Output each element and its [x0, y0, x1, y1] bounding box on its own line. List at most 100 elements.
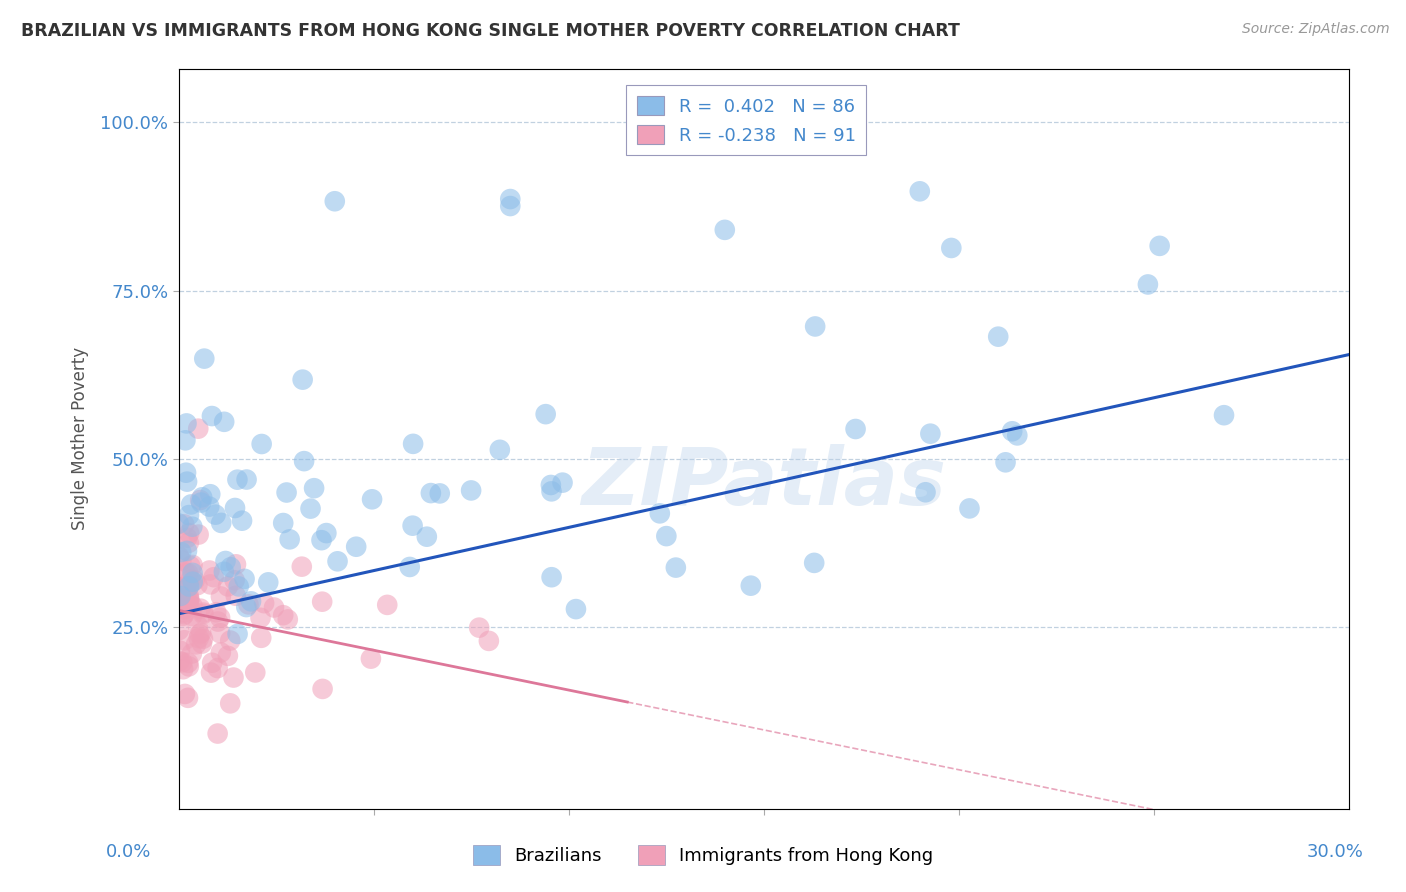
Point [173, 602, 195, 616]
Point [167, 623, 190, 637]
Text: Source: ZipAtlas.com: Source: ZipAtlas.com [1241, 22, 1389, 37]
Point [1136, 277, 1159, 292]
Point [201, 656, 224, 670]
Point [177, 589, 200, 603]
Point [478, 633, 501, 648]
Point [209, 590, 232, 604]
Point [191, 491, 214, 505]
Point [174, 466, 197, 480]
Point [187, 631, 209, 645]
Point [186, 578, 208, 592]
Point [250, 631, 273, 645]
Point [551, 475, 574, 490]
Point [1001, 425, 1024, 439]
Point [941, 241, 963, 255]
Point [179, 526, 201, 541]
Legend: Brazilians, Immigrants from Hong Kong: Brazilians, Immigrants from Hong Kong [465, 838, 941, 872]
Point [200, 665, 222, 680]
Point [401, 518, 423, 533]
Point [172, 656, 194, 670]
Point [177, 579, 200, 593]
Point [959, 501, 981, 516]
Point [398, 560, 420, 574]
Point [172, 580, 194, 594]
Point [169, 599, 191, 613]
Point [245, 665, 267, 680]
Point [803, 556, 825, 570]
Point [540, 478, 562, 492]
Point [740, 579, 762, 593]
Point [224, 501, 246, 516]
Point [225, 589, 247, 603]
Point [187, 527, 209, 541]
Point [191, 632, 214, 646]
Point [323, 194, 346, 209]
Point [655, 529, 678, 543]
Point [419, 486, 441, 500]
Point [276, 485, 298, 500]
Point [235, 600, 257, 615]
Point [291, 559, 314, 574]
Point [219, 560, 242, 574]
Point [326, 554, 349, 568]
Point [198, 500, 221, 514]
Point [177, 659, 200, 673]
Point [212, 565, 235, 579]
Legend: R =  0.402   N = 86, R = -0.238   N = 91: R = 0.402 N = 86, R = -0.238 N = 91 [626, 85, 866, 155]
Point [540, 570, 562, 584]
Point [179, 559, 201, 574]
Point [174, 566, 197, 580]
Point [1149, 239, 1171, 253]
Point [713, 223, 735, 237]
Point [914, 485, 936, 500]
Text: ZIPatlas: ZIPatlas [581, 444, 946, 522]
Point [198, 564, 221, 578]
Point [845, 422, 868, 436]
Point [170, 581, 193, 595]
Point [177, 690, 200, 705]
Point [180, 573, 202, 587]
Point [222, 671, 245, 685]
Text: 0.0%: 0.0% [105, 843, 150, 861]
Text: 30.0%: 30.0% [1308, 843, 1364, 861]
Point [183, 574, 205, 588]
Point [277, 612, 299, 626]
Point [181, 519, 204, 533]
Point [250, 437, 273, 451]
Point [209, 626, 232, 640]
Point [176, 417, 198, 431]
Point [416, 530, 439, 544]
Point [257, 575, 280, 590]
Point [207, 615, 229, 629]
Point [994, 455, 1017, 469]
Point [499, 192, 522, 206]
Point [180, 647, 202, 661]
Point [205, 605, 228, 619]
Point [187, 422, 209, 436]
Point [231, 514, 253, 528]
Point [191, 607, 214, 621]
Point [1007, 428, 1029, 442]
Point [177, 566, 200, 581]
Point [177, 508, 200, 522]
Point [176, 544, 198, 558]
Point [201, 409, 224, 423]
Point [238, 598, 260, 612]
Point [908, 184, 931, 198]
Point [188, 627, 211, 641]
Point [187, 619, 209, 633]
Point [202, 570, 225, 584]
Point [565, 602, 588, 616]
Point [200, 487, 222, 501]
Point [278, 533, 301, 547]
Point [311, 533, 333, 548]
Point [193, 351, 215, 366]
Point [460, 483, 482, 498]
Point [226, 473, 249, 487]
Point [173, 517, 195, 532]
Point [920, 426, 942, 441]
Point [172, 599, 194, 614]
Point [200, 577, 222, 591]
Point [179, 591, 201, 606]
Point [184, 637, 207, 651]
